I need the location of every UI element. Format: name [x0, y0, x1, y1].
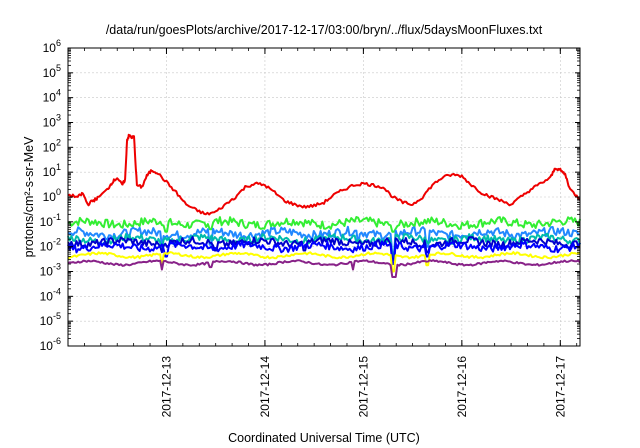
series-line	[67, 133, 581, 216]
x-tick-label: 2017-12-15	[356, 356, 370, 418]
x-axis-label: Coordinated Universal Time (UTC)	[228, 431, 420, 445]
plot-grid	[68, 48, 580, 346]
series-line	[67, 251, 581, 273]
y-tick-label: 102	[43, 137, 61, 154]
y-tick-label: 101	[43, 162, 61, 179]
series-line	[67, 216, 581, 233]
y-tick-label: 10-3	[40, 262, 61, 279]
series-line	[67, 240, 581, 265]
x-tick-label: 2017-12-17	[553, 356, 567, 418]
y-axis-label: protons/cm²-s-sr-MeV	[22, 136, 36, 258]
y-ticks: 10-6 10-5 10-4 10-3 10-2 10-1 100 101 102 103 104 1…	[40, 38, 580, 353]
y-tick-label: 100	[43, 187, 61, 204]
series-line	[67, 235, 581, 261]
x-tick-label: 2017-12-14	[258, 356, 272, 418]
y-tick-label: 10-4	[40, 286, 61, 303]
y-tick-label: 103	[43, 113, 61, 130]
y-tick-label: 10-1	[40, 212, 61, 229]
plot-series	[67, 133, 581, 278]
x-tick-label: 2017-12-13	[159, 356, 173, 418]
x-tick-label: 2017-12-16	[455, 356, 469, 418]
series-line	[67, 225, 581, 256]
chart-title: /data/run/goesPlots/archive/2017-12-17/0…	[106, 23, 543, 37]
y-tick-label: 105	[43, 63, 61, 80]
x-ticks: 2017-12-13 2017-12-14 2017-12-15 2017-12-16…	[67, 48, 578, 418]
y-tick-label: 10-5	[40, 311, 61, 328]
y-tick-label: 106	[43, 38, 61, 55]
y-tick-label: 104	[43, 88, 61, 105]
series-line	[67, 259, 581, 278]
y-tick-label: 10-2	[40, 237, 61, 254]
y-tick-label: 10-6	[40, 336, 61, 353]
